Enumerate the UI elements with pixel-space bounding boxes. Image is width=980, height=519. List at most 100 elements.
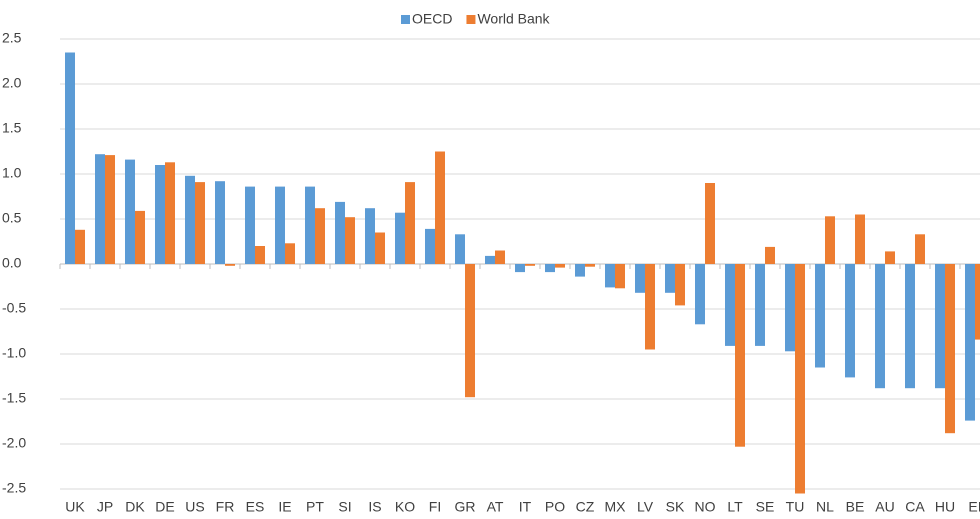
- bar: [915, 234, 925, 264]
- legend-label: World Bank: [477, 11, 550, 27]
- bar: [845, 264, 855, 378]
- bar: [245, 186, 255, 264]
- x-tick-label: HU: [935, 499, 955, 515]
- bar: [365, 208, 375, 264]
- bar: [705, 183, 715, 264]
- x-tick-label: BE: [846, 499, 865, 515]
- x-tick-label: FR: [216, 499, 235, 515]
- x-tick-label: IT: [519, 499, 532, 515]
- x-tick-label: ES: [246, 499, 265, 515]
- bar: [65, 52, 75, 264]
- legend-label: OECD: [412, 11, 452, 27]
- y-tick-label: -2.0: [2, 435, 26, 451]
- bar: [645, 264, 655, 350]
- bar: [255, 246, 265, 264]
- y-tick-label: 2.5: [2, 30, 22, 46]
- bar: [675, 264, 685, 306]
- bar: [905, 264, 915, 389]
- bar: [335, 201, 345, 264]
- bar: [695, 264, 705, 325]
- bar: [755, 264, 765, 346]
- bar: [855, 214, 865, 264]
- x-tick-label: JP: [97, 499, 113, 515]
- bar: [605, 264, 615, 288]
- x-tick-label: LV: [637, 499, 654, 515]
- bar: [195, 182, 205, 264]
- bar: [885, 251, 895, 264]
- x-tick-label: UK: [65, 499, 85, 515]
- bar: [105, 155, 115, 264]
- x-tick-label: DK: [125, 499, 145, 515]
- y-tick-label: -1.0: [2, 345, 26, 361]
- bar: [575, 264, 585, 277]
- bar: [735, 264, 745, 447]
- bar: [935, 264, 945, 389]
- bar: [525, 264, 535, 266]
- bar: [945, 264, 955, 434]
- bar: [395, 212, 405, 264]
- legend-swatch: [466, 15, 476, 24]
- y-tick-label: 1.5: [2, 120, 22, 136]
- bar: [135, 210, 145, 264]
- bar: [215, 181, 225, 264]
- x-tick-label: FI: [429, 499, 441, 515]
- x-tick-label: EI: [968, 499, 980, 515]
- bar: [635, 264, 645, 293]
- bar: [555, 264, 565, 268]
- x-tick-label: CZ: [576, 499, 595, 515]
- bar: [665, 264, 675, 293]
- x-tick-label: US: [185, 499, 204, 515]
- bar: [155, 165, 165, 264]
- x-tick-label: GR: [455, 499, 476, 515]
- bar: [815, 264, 825, 368]
- bar: [765, 246, 775, 264]
- x-tick-label: PO: [545, 499, 565, 515]
- bar: [345, 217, 355, 264]
- bar: [305, 186, 315, 264]
- bar: [465, 264, 475, 398]
- x-tick-label: MX: [605, 499, 627, 515]
- y-tick-label: 0.0: [2, 255, 22, 271]
- y-tick-label: -1.5: [2, 390, 26, 406]
- bar: [965, 264, 975, 421]
- x-tick-label: CA: [905, 499, 925, 515]
- x-tick-label: DE: [155, 499, 174, 515]
- bar: [435, 151, 445, 264]
- x-tick-label: AT: [487, 499, 504, 515]
- bar: [725, 264, 735, 346]
- x-tick-label: TU: [786, 499, 805, 515]
- bar: [425, 228, 435, 264]
- bar: [615, 264, 625, 289]
- bar: [825, 216, 835, 264]
- x-tick-label: NO: [695, 499, 716, 515]
- bar: [405, 182, 415, 264]
- bar: [585, 264, 595, 267]
- x-tick-label: IS: [368, 499, 381, 515]
- x-tick-label: AU: [875, 499, 894, 515]
- bar: [455, 234, 465, 264]
- bar: [75, 229, 85, 264]
- y-tick-label: -2.5: [2, 480, 26, 496]
- bar: [375, 232, 385, 264]
- bar: [875, 264, 885, 389]
- bar: [795, 264, 805, 494]
- bar: [185, 175, 195, 264]
- x-tick-label: SK: [666, 499, 685, 515]
- bar: [495, 250, 505, 264]
- bar: [165, 162, 175, 264]
- bar: [315, 208, 325, 264]
- y-tick-label: 1.0: [2, 165, 22, 181]
- bar: [225, 264, 235, 266]
- y-tick-label: -0.5: [2, 300, 26, 316]
- x-tick-label: SE: [756, 499, 775, 515]
- bar: [545, 264, 555, 273]
- bar: [275, 186, 285, 264]
- bar: [485, 255, 495, 264]
- bar: [515, 264, 525, 273]
- x-tick-label: NL: [816, 499, 834, 515]
- x-tick-label: PT: [306, 499, 324, 515]
- x-tick-label: IE: [278, 499, 291, 515]
- x-tick-label: KO: [395, 499, 415, 515]
